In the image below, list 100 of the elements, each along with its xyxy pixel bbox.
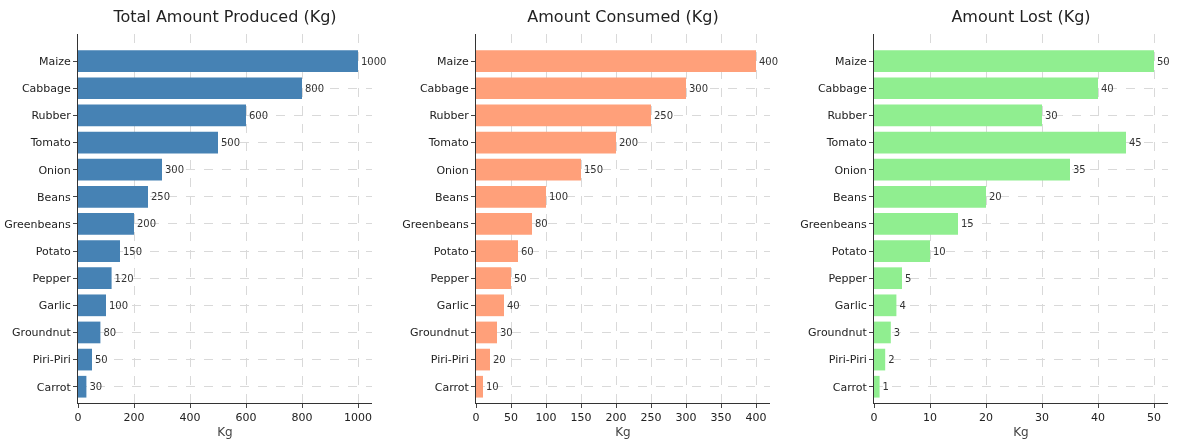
bar bbox=[874, 375, 880, 398]
data-label: 50 bbox=[95, 354, 108, 366]
bar bbox=[476, 321, 497, 344]
y-tick-label: Potato bbox=[35, 244, 72, 258]
x-axis-title: Kg bbox=[217, 425, 233, 439]
bar bbox=[78, 267, 112, 290]
data-label: 200 bbox=[137, 218, 157, 230]
data-label: 35 bbox=[1073, 164, 1086, 176]
data-label: 40 bbox=[1101, 82, 1114, 94]
y-tick-label: Potato bbox=[433, 244, 470, 258]
y-tick-label: Garlic bbox=[834, 299, 867, 313]
x-tick-label: 10 bbox=[923, 411, 937, 425]
bar bbox=[78, 77, 302, 100]
data-label: 300 bbox=[165, 164, 185, 176]
bar bbox=[874, 267, 902, 290]
data-label: 10 bbox=[486, 381, 499, 393]
bar bbox=[78, 213, 134, 235]
x-tick-label: 150 bbox=[570, 411, 592, 425]
y-tick-label: Garlic bbox=[38, 299, 71, 313]
x-tick-label: 40 bbox=[1091, 411, 1105, 425]
x-tick-label: 400 bbox=[179, 411, 201, 425]
bar bbox=[78, 158, 162, 181]
data-label: 500 bbox=[221, 137, 241, 149]
y-tick-label: Tomato bbox=[825, 136, 868, 150]
bar bbox=[78, 321, 101, 344]
y-tick-label: Piri-Piri bbox=[828, 353, 867, 367]
y-tick-label: Groundnut bbox=[410, 326, 470, 340]
y-tick-label: Maize bbox=[436, 54, 470, 68]
y-tick-label: Pepper bbox=[32, 272, 72, 286]
data-label: 30 bbox=[89, 381, 103, 393]
data-label: 100 bbox=[109, 299, 129, 311]
x-tick-label: 600 bbox=[235, 411, 257, 425]
bar bbox=[476, 375, 483, 398]
chart-title: Total Amount Produced (Kg) bbox=[112, 7, 337, 27]
bar bbox=[476, 213, 532, 235]
bar bbox=[476, 50, 756, 72]
data-label: 30 bbox=[1045, 109, 1058, 121]
y-tick-label: Rubber bbox=[827, 109, 868, 123]
bar bbox=[874, 131, 1126, 154]
y-tick-label: Onion bbox=[436, 163, 469, 177]
bar bbox=[78, 240, 120, 262]
y-tick-label: Rubber bbox=[31, 109, 72, 123]
data-label: 600 bbox=[249, 109, 269, 121]
data-label: 300 bbox=[689, 82, 709, 94]
chart-title: Amount Consumed (Kg) bbox=[527, 7, 719, 27]
x-tick-label: 50 bbox=[504, 411, 518, 425]
bar bbox=[874, 213, 958, 235]
y-tick-label: Piri-Piri bbox=[32, 353, 71, 367]
data-label: 150 bbox=[584, 164, 604, 176]
bar bbox=[476, 240, 518, 262]
y-tick-label: Greenbeans bbox=[4, 217, 72, 231]
y-tick-label: Groundnut bbox=[808, 326, 868, 340]
y-tick-label: Beans bbox=[435, 190, 470, 204]
bar bbox=[476, 348, 490, 371]
bar bbox=[874, 348, 886, 371]
y-tick-label: Pepper bbox=[828, 272, 868, 286]
data-label: 150 bbox=[123, 245, 143, 257]
x-tick-label: 1000 bbox=[344, 411, 372, 425]
y-tick-label: Carrot bbox=[832, 380, 868, 394]
bar bbox=[78, 131, 218, 154]
x-tick-label: 200 bbox=[123, 411, 145, 425]
bar bbox=[874, 240, 930, 262]
data-label: 20 bbox=[989, 191, 1002, 203]
x-tick-label: 250 bbox=[640, 411, 662, 425]
x-tick-label: 0 bbox=[870, 411, 878, 425]
data-label: 50 bbox=[1157, 55, 1170, 67]
y-tick-label: Cabbage bbox=[817, 82, 868, 96]
bar bbox=[874, 321, 891, 344]
y-tick-label: Potato bbox=[831, 244, 868, 258]
bar bbox=[78, 294, 106, 317]
bar bbox=[78, 348, 92, 371]
x-tick-label: 800 bbox=[291, 411, 313, 425]
x-axis-title: Kg bbox=[1013, 425, 1029, 439]
y-tick-label: Garlic bbox=[436, 299, 469, 313]
x-tick-label: 300 bbox=[675, 411, 697, 425]
y-tick-label: Tomato bbox=[427, 136, 470, 150]
y-tick-label: Beans bbox=[37, 190, 72, 204]
y-tick-label: Carrot bbox=[36, 380, 72, 394]
x-tick-label: 200 bbox=[605, 411, 627, 425]
bar bbox=[78, 50, 358, 72]
data-label: 4 bbox=[899, 299, 906, 311]
bar bbox=[476, 131, 616, 154]
data-label: 50 bbox=[514, 272, 527, 284]
bar bbox=[874, 104, 1042, 127]
y-tick-label: Greenbeans bbox=[800, 217, 868, 231]
bar bbox=[476, 77, 686, 100]
data-label: 200 bbox=[619, 137, 639, 149]
data-label: 15 bbox=[961, 218, 974, 230]
bar bbox=[874, 158, 1070, 181]
data-label: 60 bbox=[521, 245, 534, 257]
data-label: 80 bbox=[103, 326, 117, 338]
data-label: 120 bbox=[114, 272, 134, 284]
y-tick-label: Beans bbox=[833, 190, 868, 204]
y-tick-label: Cabbage bbox=[21, 82, 72, 96]
x-tick-label: 400 bbox=[745, 411, 767, 425]
bar bbox=[476, 185, 546, 208]
y-tick-label: Tomato bbox=[29, 136, 72, 150]
data-label: 45 bbox=[1129, 137, 1142, 149]
y-tick-label: Cabbage bbox=[419, 82, 470, 96]
data-label: 3 bbox=[893, 326, 901, 338]
